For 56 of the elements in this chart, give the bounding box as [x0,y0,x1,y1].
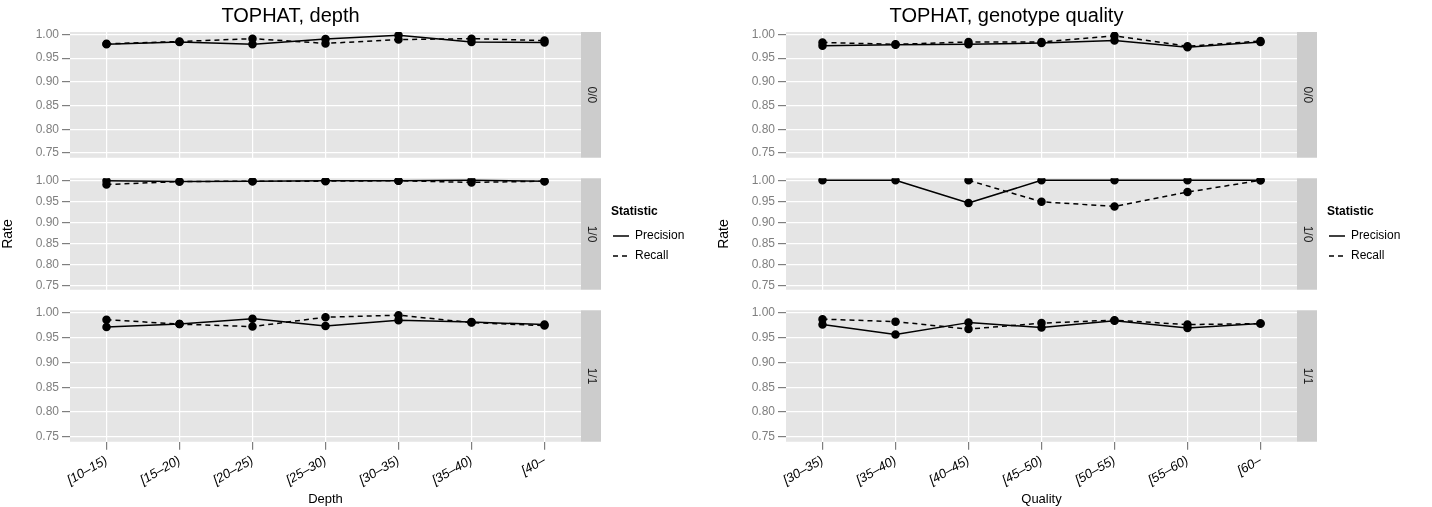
y-tick-label: 0.90 [751,354,776,369]
text: 0/0 [1300,86,1315,104]
y-tick-label: 0.90 [35,74,60,89]
y-tick-label: 0.80 [35,256,60,271]
legend-label: Recall [1351,248,1385,263]
legend-label: Precision [1351,228,1401,243]
y-tick-label: 0.95 [35,50,60,65]
y-tick-label: 0.85 [751,235,776,250]
y-tick-label: 0.95 [35,329,60,344]
legend-title: Statistic [611,204,659,219]
y-tick-label: 0.75 [35,429,60,444]
y-tick-label: 0.95 [35,193,60,208]
text: 1/0 [584,225,599,243]
y-axis-title: Rate [715,219,732,249]
legend-label: Recall [635,248,669,263]
y-tick-label: 1.00 [751,26,776,41]
y-tick-label: 0.85 [751,379,776,394]
text: 0/0 [584,86,599,104]
y-tick-label: 0.75 [35,277,60,292]
x-axis-title: Quality [1021,490,1063,506]
y-tick-label: 0.75 [35,145,60,160]
y-tick-label: 0.85 [35,235,60,250]
x-axis-title: Depth [308,490,343,506]
y-tick-label: 0.95 [751,193,776,208]
y-tick-label: 0.80 [35,121,60,136]
y-tick-label: 0.95 [751,329,776,344]
y-tick-label: 1.00 [35,26,60,41]
text: 1/0 [1300,225,1315,243]
y-tick-label: 0.90 [751,214,776,229]
y-tick-label: 0.80 [751,256,776,271]
x-tick-label: [40– [517,451,549,479]
y-tick-label: 0.95 [751,50,776,65]
y-tick-label: 1.00 [751,305,776,319]
y-tick-label: 0.80 [35,404,60,419]
y-tick-label: 0.75 [751,277,776,292]
x-tick-label: [60– [1233,451,1265,479]
y-tick-label: 0.75 [751,145,776,160]
y-tick-label: 1.00 [751,172,776,187]
legend-label: Precision [635,228,685,243]
y-tick-label: 1.00 [35,305,60,319]
text: 1/1 [1300,367,1315,385]
y-tick-label: 1.00 [35,172,60,187]
y-tick-label: 0.90 [751,74,776,89]
y-axis-title: Rate [0,219,16,249]
y-tick-label: 0.85 [35,97,60,112]
y-tick-label: 0.80 [751,121,776,136]
y-tick-label: 0.80 [751,404,776,419]
y-tick-label: 0.90 [35,354,60,369]
y-tick-label: 0.75 [751,429,776,444]
chart-title: TOPHAT, genotype quality [889,3,1124,26]
chart-title: TOPHAT, depth [221,3,360,26]
y-tick-label: 0.85 [751,97,776,112]
text: 1/1 [584,367,599,385]
y-tick-label: 0.85 [35,379,60,394]
legend-title: Statistic [1327,204,1375,219]
y-tick-label: 0.90 [35,214,60,229]
